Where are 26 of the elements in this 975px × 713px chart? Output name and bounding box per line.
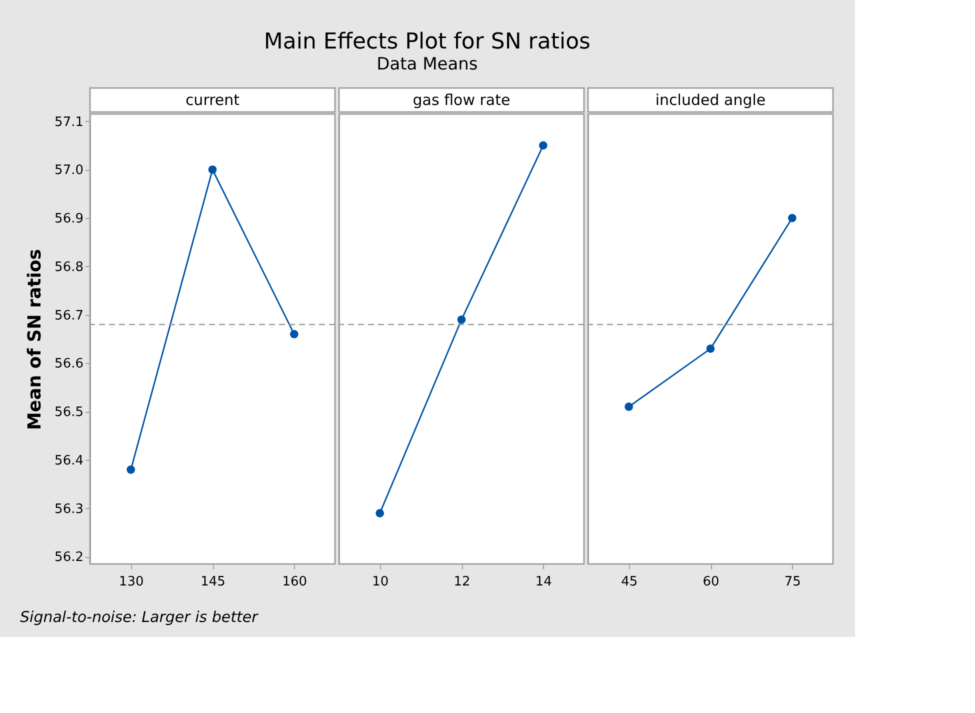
y-tick-label: 57.1: [54, 114, 84, 130]
x-tick-label: 12: [454, 574, 470, 590]
x-axis-title: included angle: [655, 91, 766, 109]
x-tick-label: 10: [372, 574, 389, 590]
y-tick-label: 57.0: [54, 163, 84, 178]
y-tick-label: 56.6: [54, 356, 84, 372]
x-tick-label: 75: [784, 574, 801, 590]
x-axis-title: current: [185, 91, 240, 109]
y-tick-label: 56.3: [54, 502, 84, 517]
y-axis-title: Mean of SN ratios: [24, 249, 46, 430]
text: Data Means: [376, 54, 478, 74]
x-tick-label: 145: [200, 574, 226, 590]
x-axis-title: gas flow rate: [412, 91, 510, 109]
x-tick-label: 160: [282, 574, 308, 590]
y-tick-label: 56.7: [54, 308, 84, 324]
text: Signal-to-noise: Larger is better: [20, 608, 259, 626]
y-tick-label: 56.9: [54, 212, 84, 227]
x-tick-label: 45: [621, 574, 638, 590]
x-tick-label: 14: [535, 574, 552, 590]
x-tick-label: 130: [118, 574, 144, 590]
x-tick-label: 60: [702, 574, 720, 590]
y-tick-label: 56.2: [54, 550, 84, 566]
y-tick-label: 56.4: [54, 453, 84, 468]
y-tick-label: 56.5: [54, 405, 84, 420]
text: Main Effects Plot for SN ratios: [264, 29, 590, 54]
y-tick-label: 56.8: [54, 260, 84, 275]
